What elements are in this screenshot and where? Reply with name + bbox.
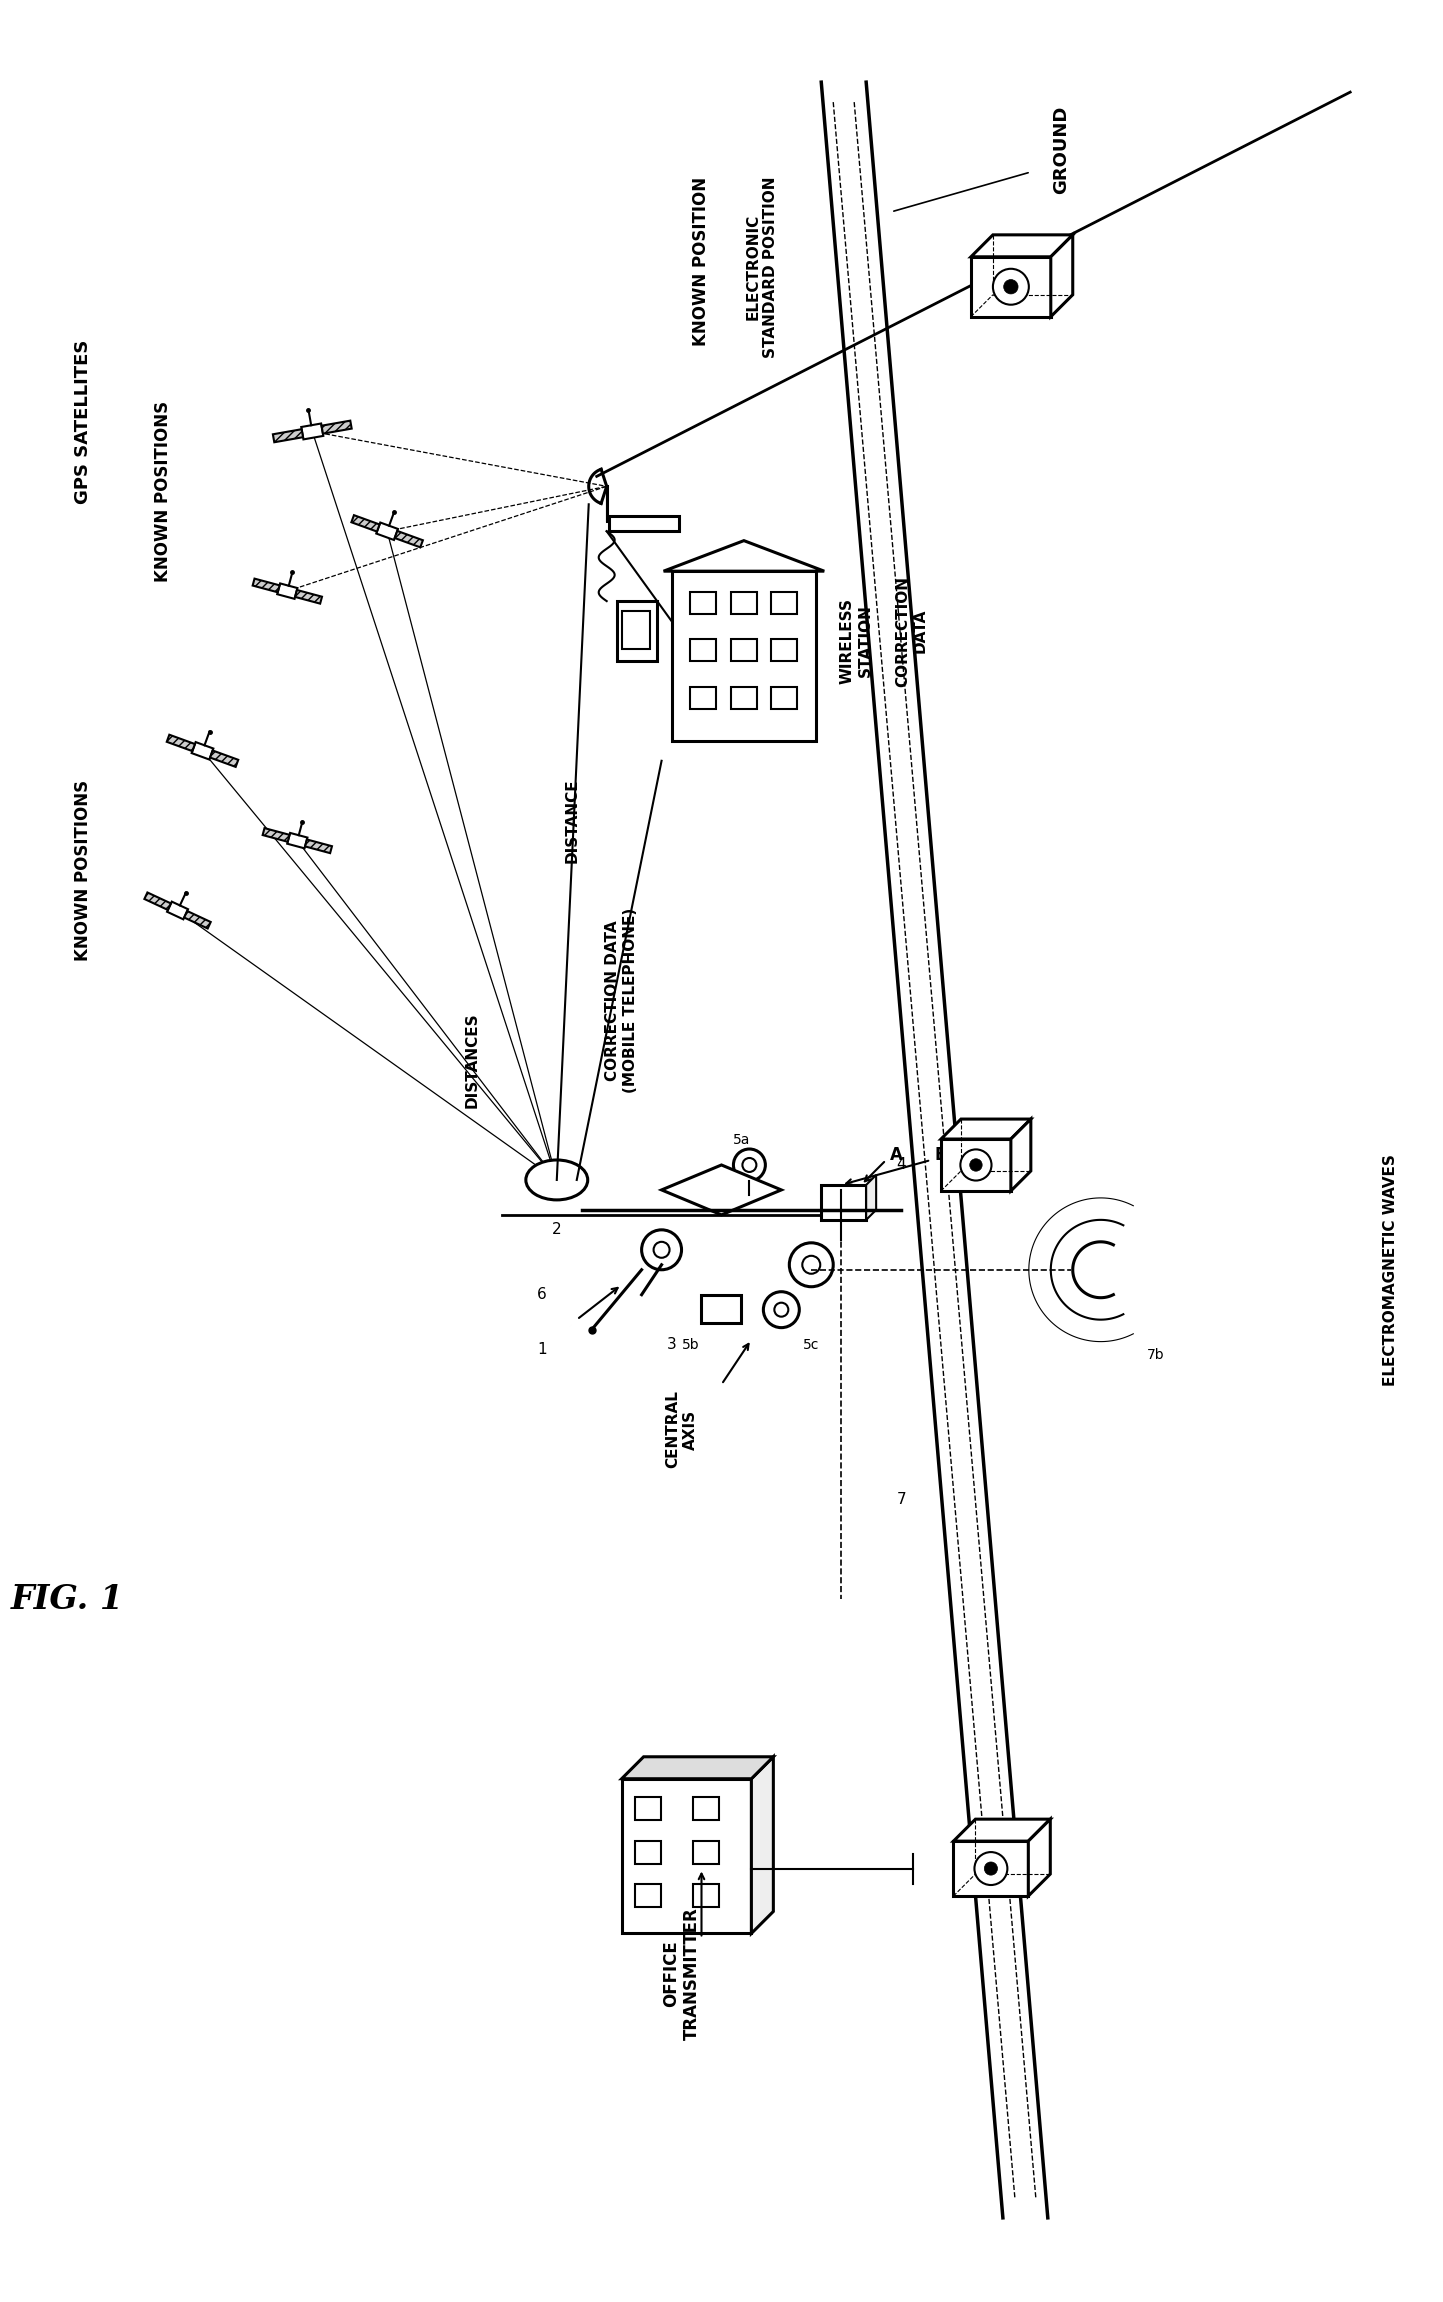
Polygon shape xyxy=(192,741,214,760)
Polygon shape xyxy=(294,589,322,603)
Text: 1: 1 xyxy=(537,1342,547,1358)
Bar xyxy=(732,686,758,709)
Text: 2: 2 xyxy=(553,1222,561,1238)
Polygon shape xyxy=(1012,1119,1030,1190)
Polygon shape xyxy=(941,1139,1012,1190)
Polygon shape xyxy=(185,912,211,928)
Bar xyxy=(772,592,798,615)
Text: KNOWN POSITIONS: KNOWN POSITIONS xyxy=(153,401,172,582)
Circle shape xyxy=(789,1243,833,1287)
Polygon shape xyxy=(971,235,1072,258)
Polygon shape xyxy=(1051,235,1072,318)
Circle shape xyxy=(984,1862,997,1876)
Bar xyxy=(732,640,758,661)
Text: GROUND: GROUND xyxy=(1052,106,1069,193)
Bar xyxy=(693,1842,719,1865)
Ellipse shape xyxy=(525,1160,587,1199)
Text: 7: 7 xyxy=(896,1492,906,1508)
Text: CORRECTION DATA
(MOBILE TELEPHONE): CORRECTION DATA (MOBILE TELEPHONE) xyxy=(606,907,638,1093)
Bar xyxy=(693,1798,719,1821)
Text: 5a: 5a xyxy=(733,1133,750,1146)
Polygon shape xyxy=(211,750,238,767)
Text: DISTANCE: DISTANCE xyxy=(564,778,579,863)
Text: KNOWN POSITIONS: KNOWN POSITIONS xyxy=(74,780,92,962)
Text: 4: 4 xyxy=(896,1158,906,1172)
Polygon shape xyxy=(752,1756,773,1934)
Polygon shape xyxy=(273,428,303,442)
Polygon shape xyxy=(167,734,195,750)
Bar xyxy=(616,601,657,661)
Text: ELECTROMAGNETIC WAVES: ELECTROMAGNETIC WAVES xyxy=(1382,1153,1398,1386)
Text: WIRELESS
STATION: WIRELESS STATION xyxy=(840,599,873,684)
Polygon shape xyxy=(1029,1819,1051,1897)
Polygon shape xyxy=(167,902,188,918)
Text: 6: 6 xyxy=(537,1287,547,1303)
Bar xyxy=(635,1798,661,1821)
Polygon shape xyxy=(941,1119,1030,1139)
Bar xyxy=(772,640,798,661)
Text: A: A xyxy=(890,1146,902,1165)
Polygon shape xyxy=(664,541,824,571)
Circle shape xyxy=(1004,279,1019,295)
Bar xyxy=(701,1294,742,1324)
Bar xyxy=(690,592,716,615)
Circle shape xyxy=(961,1149,991,1181)
Circle shape xyxy=(763,1291,799,1328)
Bar xyxy=(690,640,716,661)
Polygon shape xyxy=(263,829,290,843)
Polygon shape xyxy=(287,833,307,849)
Bar xyxy=(772,686,798,709)
Text: 5b: 5b xyxy=(681,1337,700,1351)
Circle shape xyxy=(733,1149,765,1181)
Text: B: B xyxy=(935,1146,947,1165)
Circle shape xyxy=(970,1158,983,1172)
Polygon shape xyxy=(322,421,352,433)
Polygon shape xyxy=(866,1174,876,1220)
Polygon shape xyxy=(954,1842,1029,1897)
Text: ELECTRONIC
STANDARD POSITION: ELECTRONIC STANDARD POSITION xyxy=(745,175,778,357)
Circle shape xyxy=(654,1241,670,1257)
Bar xyxy=(821,1186,866,1220)
Text: FIG. 1: FIG. 1 xyxy=(12,1581,124,1616)
Text: OFFICE
TRANSMITTER: OFFICE TRANSMITTER xyxy=(662,1906,701,2040)
Bar xyxy=(622,1779,752,1934)
Polygon shape xyxy=(304,840,332,854)
Text: CORRECTION
DATA: CORRECTION DATA xyxy=(895,576,928,686)
Bar xyxy=(690,686,716,709)
Polygon shape xyxy=(971,258,1051,318)
Circle shape xyxy=(775,1303,788,1317)
Polygon shape xyxy=(377,523,398,541)
Circle shape xyxy=(974,1853,1007,1885)
Bar xyxy=(635,1842,661,1865)
Polygon shape xyxy=(661,1165,781,1215)
Bar xyxy=(635,1883,661,1906)
Bar xyxy=(622,610,649,649)
Circle shape xyxy=(742,1158,756,1172)
Polygon shape xyxy=(622,1756,773,1779)
Polygon shape xyxy=(277,582,297,599)
Text: 7b: 7b xyxy=(1147,1347,1165,1360)
Text: DISTANCES: DISTANCES xyxy=(465,1013,479,1107)
Circle shape xyxy=(802,1257,820,1273)
Text: CENTRAL
AXIS: CENTRAL AXIS xyxy=(665,1390,698,1469)
Bar xyxy=(609,516,678,532)
Text: KNOWN POSITION: KNOWN POSITION xyxy=(693,177,710,345)
Bar xyxy=(693,1883,719,1906)
Polygon shape xyxy=(253,578,280,592)
Text: 3: 3 xyxy=(667,1337,677,1351)
Bar xyxy=(671,571,817,741)
Polygon shape xyxy=(352,516,380,532)
Polygon shape xyxy=(954,1819,1051,1842)
Text: GPS SATELLITES: GPS SATELLITES xyxy=(74,338,92,504)
Circle shape xyxy=(993,269,1029,304)
Text: 5c: 5c xyxy=(804,1337,820,1351)
Polygon shape xyxy=(395,532,423,548)
Polygon shape xyxy=(302,424,323,440)
Circle shape xyxy=(642,1229,681,1271)
Bar xyxy=(732,592,758,615)
Polygon shape xyxy=(144,893,170,909)
